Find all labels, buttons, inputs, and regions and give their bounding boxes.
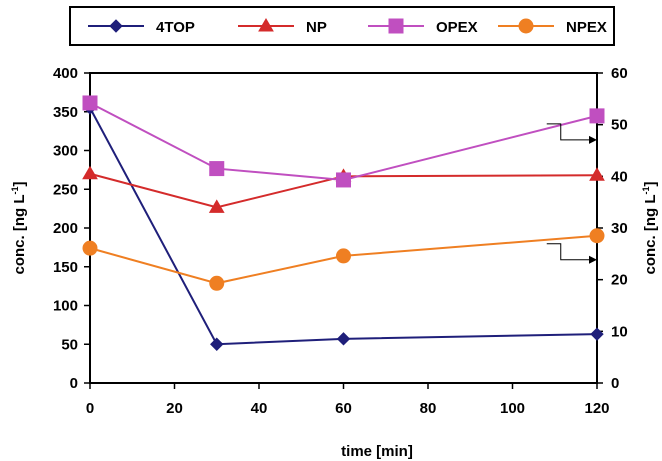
- data-point-opex: [336, 172, 351, 188]
- y-tick-label-right: 40: [611, 168, 628, 185]
- data-point-npex: [336, 248, 351, 264]
- y-axis-title-left: conc. [ng L-1]: [10, 181, 28, 274]
- y-tick-label-right: 0: [611, 375, 619, 392]
- legend-marker-opex: [388, 18, 404, 34]
- data-point-4top: [590, 327, 604, 341]
- legend: 4TOP NP OPEX NPEX: [88, 18, 607, 36]
- y-tick-label-right: 10: [611, 323, 628, 340]
- y-tick-label-left: 300: [53, 143, 78, 160]
- x-tick-label: 0: [86, 400, 94, 417]
- series-line-opex: [89, 102, 598, 181]
- y-tick-label-right: 30: [611, 220, 628, 237]
- x-tick-label: 20: [166, 400, 183, 417]
- axis-pointer-arrowhead: [589, 135, 597, 144]
- y-tick-label-left: 250: [53, 181, 78, 198]
- data-point-opex: [589, 108, 605, 124]
- x-tick-label: 120: [584, 400, 609, 417]
- series-layer: [82, 95, 605, 351]
- x-tick-label: 80: [420, 400, 437, 417]
- data-point-np: [82, 165, 98, 180]
- legend-label-npex: NPEX: [566, 19, 607, 36]
- y-tick-label-left: 100: [53, 298, 78, 315]
- data-point-opex: [209, 161, 225, 177]
- y-tick-label-right: 20: [611, 272, 628, 289]
- legend-label-4top: 4TOP: [156, 19, 195, 36]
- x-tick-label: 100: [500, 400, 525, 417]
- legend-label-np: NP: [306, 19, 327, 36]
- data-point-np: [589, 167, 605, 181]
- data-point-4top: [336, 332, 351, 346]
- axes: 0 20 40 60 80 100 1200501001502002503003504000…: [53, 65, 628, 417]
- x-tick-label: 60: [335, 400, 352, 417]
- axis-pointer-arrowhead: [589, 255, 597, 264]
- y-tick-label-left: 50: [61, 336, 78, 353]
- data-point-npex: [589, 228, 605, 244]
- y-tick-label-right: 60: [611, 65, 628, 82]
- series-line-npex: [89, 234, 598, 285]
- data-point-opex: [82, 95, 98, 111]
- y-axis-title-right: conc. [ng L-1]: [641, 181, 659, 274]
- y-tick-label-left: 0: [70, 375, 78, 392]
- data-point-npex: [82, 240, 98, 256]
- legend-marker-4top: [109, 19, 123, 33]
- data-point-npex: [209, 275, 225, 291]
- y-tick-label-right: 50: [611, 117, 628, 134]
- y-tick-label-left: 150: [53, 259, 78, 276]
- axis-pointer-arrow: [546, 123, 591, 141]
- series-line-4top: [89, 107, 598, 346]
- axis-pointer-arrow: [546, 243, 591, 261]
- legend-label-opex: OPEX: [436, 19, 478, 36]
- x-tick-label: 40: [251, 400, 268, 417]
- data-point-np: [208, 199, 225, 213]
- y-tick-label-left: 200: [53, 220, 78, 237]
- y-tick-label-left: 350: [53, 104, 78, 121]
- data-point-4top: [210, 337, 224, 351]
- legend-marker-np: [258, 18, 274, 32]
- annotation-layer: [546, 123, 597, 264]
- y-tick-label-left: 400: [53, 65, 78, 82]
- x-axis-title: time [min]: [341, 443, 413, 460]
- series-line-np: [89, 172, 598, 209]
- legend-marker-npex: [518, 18, 534, 34]
